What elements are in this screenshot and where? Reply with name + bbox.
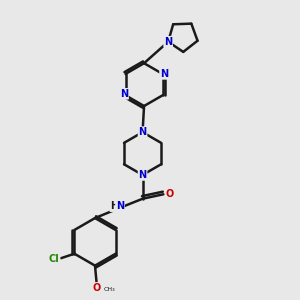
Text: CH₃: CH₃ [103, 287, 115, 292]
Text: Cl: Cl [49, 254, 60, 264]
Text: N: N [120, 89, 128, 99]
Text: N: N [116, 201, 124, 211]
Text: O: O [166, 189, 174, 199]
Text: N: N [164, 37, 172, 47]
Text: O: O [92, 283, 101, 293]
Text: N: N [139, 127, 147, 137]
Text: N: N [160, 69, 168, 79]
Text: H: H [110, 201, 118, 211]
Text: N: N [139, 170, 147, 180]
